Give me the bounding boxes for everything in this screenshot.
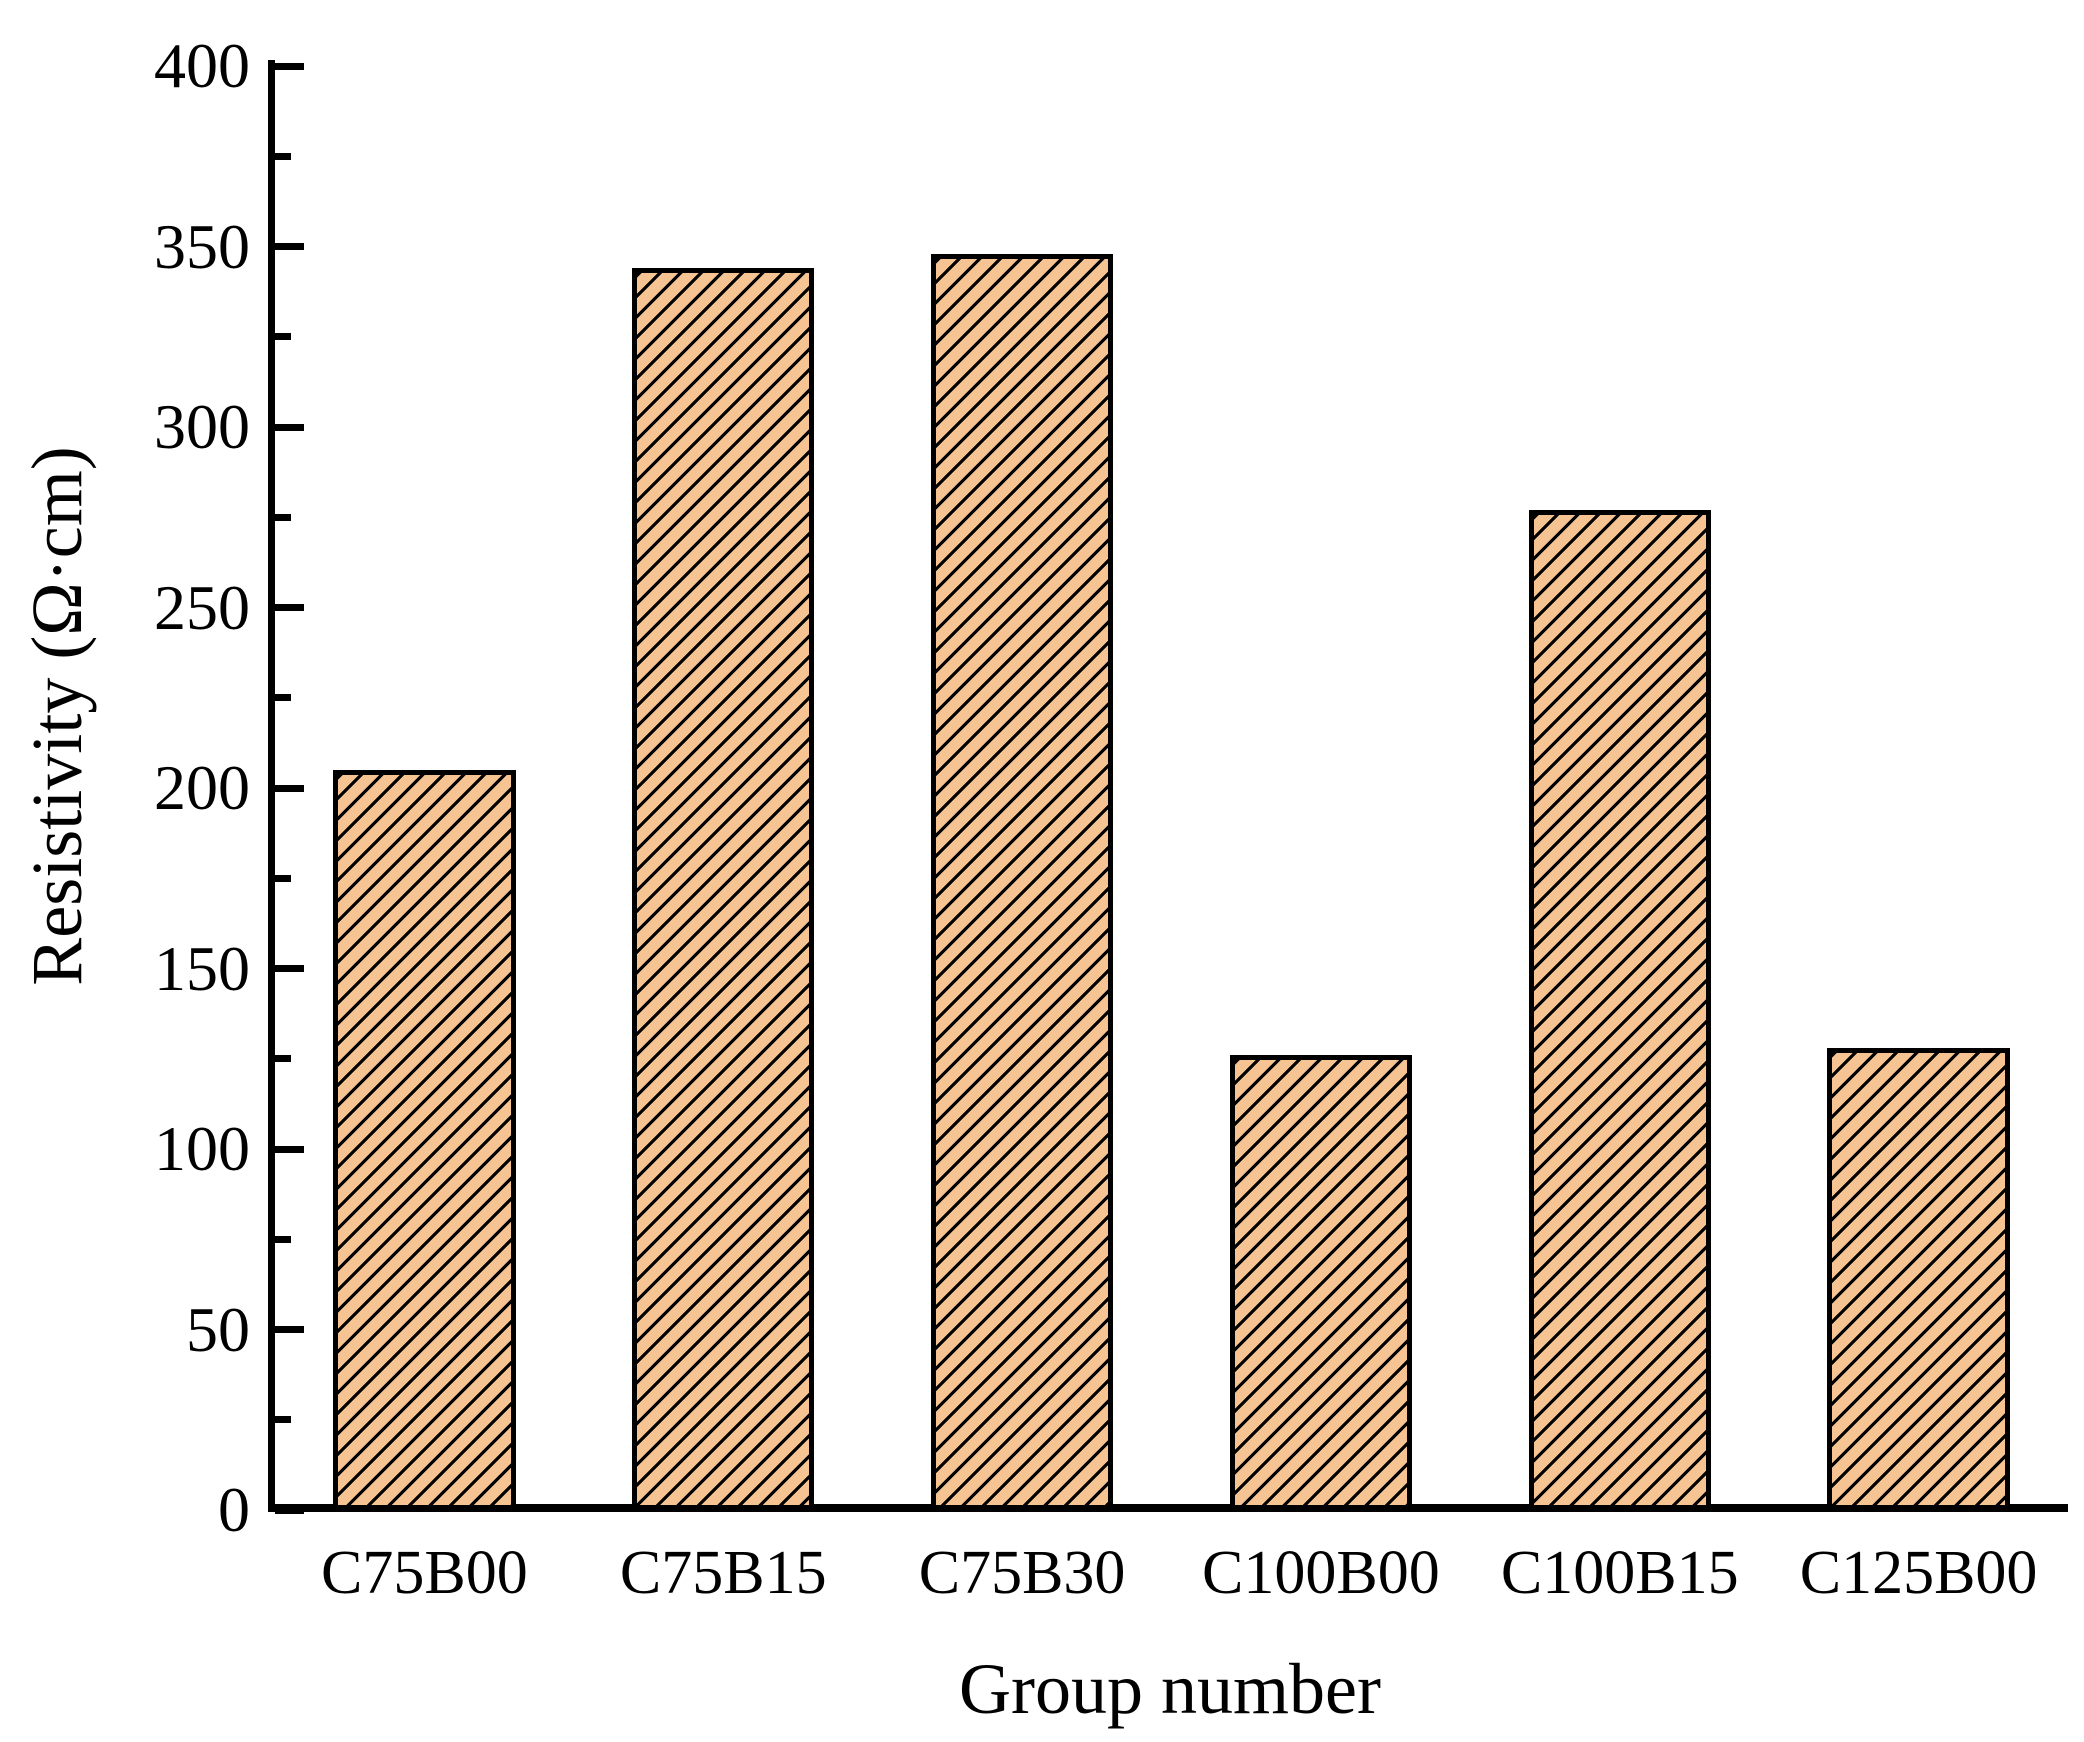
y-minor-tick [275,1055,291,1063]
y-axis-title-text: Resistivity (Ω·cm) [17,446,97,986]
y-minor-tick [275,513,291,521]
y-major-tick [275,604,304,611]
y-minor-tick [275,1235,291,1243]
y-major-tick [275,1506,304,1514]
y-axis-line [268,60,275,1512]
x-tick-label: C75B30 [918,1539,1126,1607]
plot-area [275,62,2068,1514]
y-major-tick [275,784,304,792]
y-tick-label: 200 [154,752,250,823]
y-tick-label: 150 [154,932,250,1004]
y-major-tick [275,62,304,70]
bar-C75B00 [333,769,516,1510]
x-tick-label: C100B00 [1202,1539,1440,1607]
bar-C75B15 [632,268,815,1510]
y-tick-label: 50 [186,1293,250,1365]
y-tick-label: 400 [154,30,250,101]
y-tick-label: 100 [154,1113,250,1184]
y-major-tick [275,965,304,972]
x-tick-label: C125B00 [1799,1539,2038,1607]
y-minor-tick [275,333,291,341]
y-major-tick [275,243,304,250]
y-major-tick [275,1326,304,1333]
bar-C75B30 [930,253,1114,1510]
bar-C125B00 [1827,1047,2010,1510]
x-tick-label: C75B15 [619,1539,827,1607]
bar-C100B00 [1229,1055,1413,1510]
x-axis-line [268,1504,2068,1512]
x-axis-title: Group number [959,1652,1381,1726]
y-tick-label: 350 [154,210,250,282]
bar-C100B15 [1528,510,1711,1510]
x-axis-title-text: Group number [959,1649,1381,1729]
y-tick-label: 0 [218,1474,250,1545]
y-minor-tick [275,694,291,702]
y-major-tick [275,1145,304,1153]
x-tick-label: C100B15 [1500,1539,1739,1607]
y-minor-tick [275,1416,291,1424]
x-tick-label: C75B00 [321,1539,528,1607]
y-minor-tick [275,152,291,160]
y-axis-title: Resistivity (Ω·cm) [17,446,97,986]
y-major-tick [275,423,304,431]
y-tick-label: 300 [154,391,250,462]
y-tick-label: 250 [154,571,250,643]
y-minor-tick [275,874,291,882]
